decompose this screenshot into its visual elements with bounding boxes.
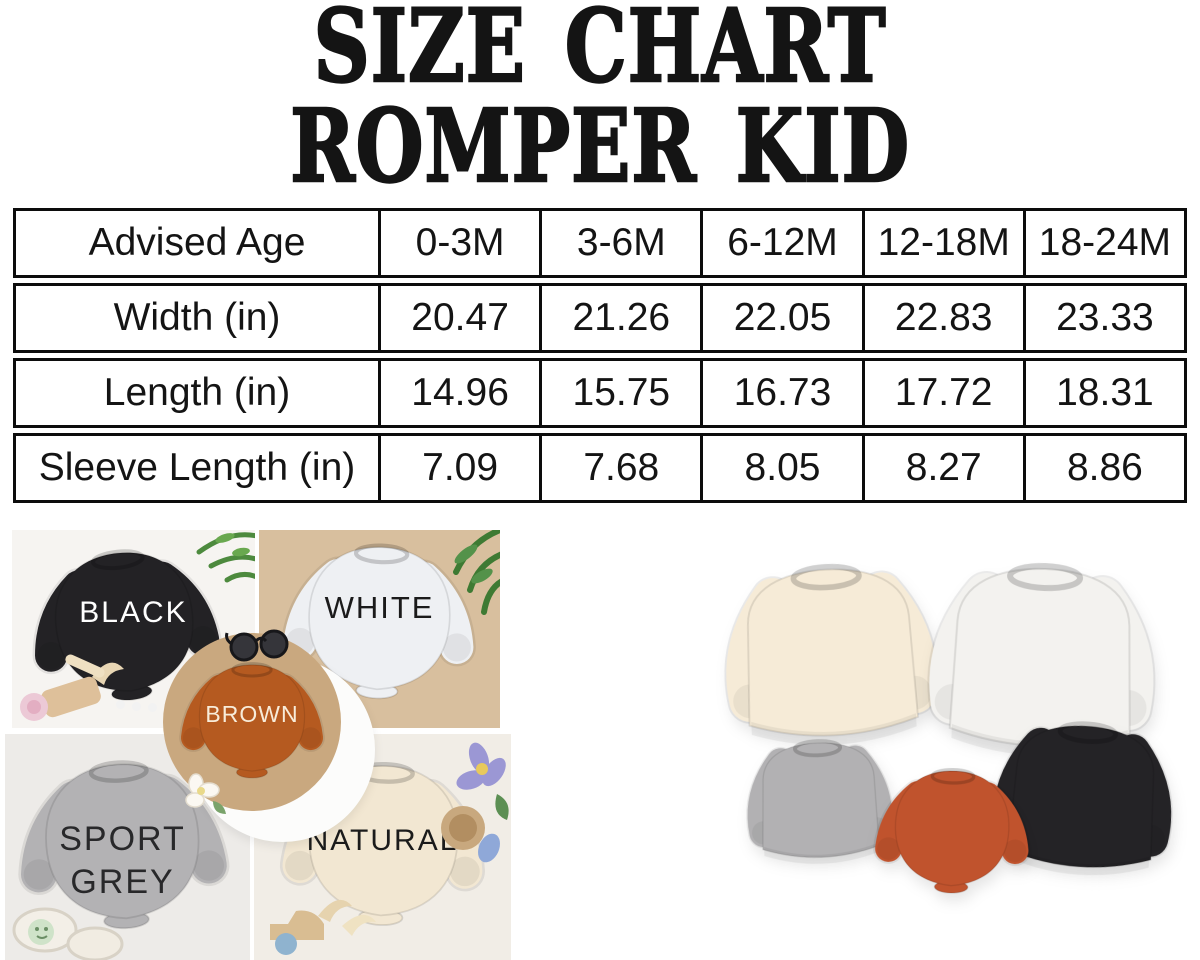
table-header-row: Advised Age 0-3M 3-6M 6-12M 12-18M 18-24… xyxy=(13,208,1187,278)
table-row-width: Width (in) 20.47 21.26 22.05 22.83 23.33 xyxy=(13,283,1187,353)
table-cell: 23.33 xyxy=(1022,286,1184,350)
orange-kid-romper xyxy=(871,752,1034,923)
table-header-size: 3-6M xyxy=(539,211,700,275)
table-row-sleeve-length: Sleeve Length (in) 7.09 7.68 8.05 8.27 8… xyxy=(13,433,1187,503)
table-cell: 20.47 xyxy=(378,286,539,350)
table-cell: 14.96 xyxy=(378,361,539,425)
table-cell: 7.09 xyxy=(378,436,539,500)
fern-leaves-prop xyxy=(196,532,255,583)
size-table: Advised Age 0-3M 3-6M 6-12M 12-18M 18-24… xyxy=(13,208,1187,508)
color-label-sport-grey: SPORT GREY xyxy=(59,820,186,901)
table-header-size: 6-12M xyxy=(700,211,861,275)
row-label: Length (in) xyxy=(103,371,291,414)
wooden-toy-prop xyxy=(270,899,376,955)
table-cell: 15.75 xyxy=(539,361,700,425)
table-cell: 8.27 xyxy=(861,436,1023,500)
palm-leaf-prop xyxy=(453,530,500,615)
title-line-2: ROMPER KID xyxy=(289,87,910,205)
color-options-collage: BLACK WHITE xyxy=(0,525,516,960)
row-label: Width (in) xyxy=(113,296,281,339)
color-label-natural: NATURAL xyxy=(306,824,459,857)
table-header-size: 18-24M xyxy=(1022,211,1184,275)
romper-shape xyxy=(871,752,1034,923)
color-label-brown: BROWN xyxy=(205,701,299,727)
table-cell: 18.31 xyxy=(1022,361,1184,425)
sunglasses-prop xyxy=(225,629,289,662)
color-label-white: WHITE xyxy=(324,590,435,625)
color-label-black: BLACK xyxy=(79,596,188,629)
snap-buttons xyxy=(116,700,125,709)
table-header-size: 0-3M xyxy=(378,211,539,275)
table-cell: 16.73 xyxy=(700,361,861,425)
baby-shoes-prop xyxy=(12,907,124,960)
white-flower-prop xyxy=(185,773,226,814)
table-header-size: 12-18M xyxy=(861,211,1023,275)
row-label: Sleeve Length (in) xyxy=(38,446,356,489)
table-row-length: Length (in) 14.96 15.75 16.73 17.72 18.3… xyxy=(13,358,1187,428)
table-cell: 8.05 xyxy=(700,436,861,500)
table-cell: 21.26 xyxy=(539,286,700,350)
table-cell: 22.83 xyxy=(861,286,1023,350)
group-photo-all-colors xyxy=(700,525,1200,960)
flowers-prop xyxy=(441,742,509,863)
table-cell: 22.05 xyxy=(700,286,861,350)
table-cell: 8.86 xyxy=(1022,436,1184,500)
table-cell: 17.72 xyxy=(861,361,1023,425)
wooden-toys-prop xyxy=(20,654,124,721)
table-cell: 7.68 xyxy=(539,436,700,500)
table-header-label: Advised Age xyxy=(88,221,306,264)
title-line-1: SIZE CHART xyxy=(313,0,887,105)
